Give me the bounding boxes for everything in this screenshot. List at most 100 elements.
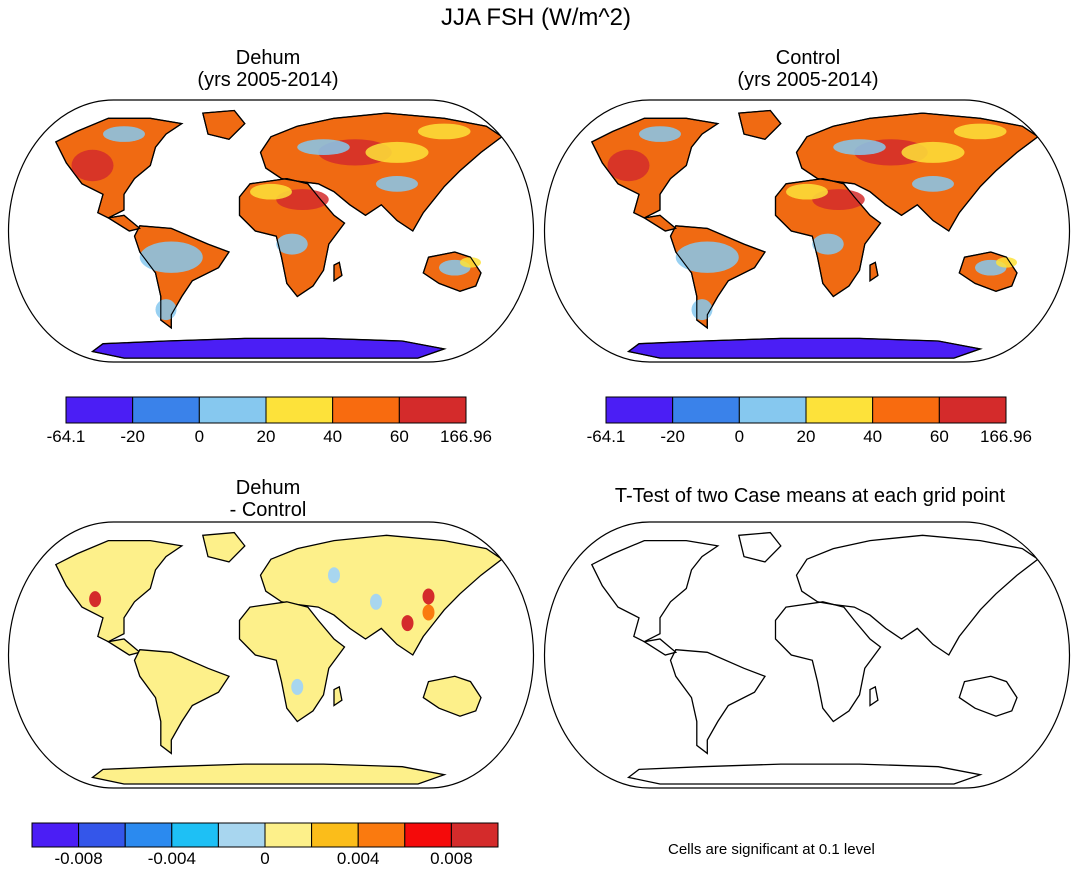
coastline-south-america — [133, 225, 230, 329]
diff-cell — [89, 591, 102, 608]
colorbar-dehum-swatches — [65, 396, 467, 424]
colorbar-swatch — [872, 396, 940, 424]
colorbar-swatch — [198, 396, 267, 424]
continent-antarctica — [90, 763, 447, 785]
map-panel-ttest — [543, 521, 1071, 789]
continent-antarctica — [626, 763, 983, 785]
colorbar-tick-label: -20 — [660, 427, 685, 446]
colorbar-swatch — [264, 822, 313, 848]
colorbar-swatch — [357, 822, 406, 848]
continent-africa — [774, 601, 882, 723]
colorbar-tick-label: 166.96 — [440, 427, 492, 446]
continent-australia — [958, 675, 1018, 717]
map-boundary — [543, 521, 1071, 789]
colorbar-swatch — [605, 396, 674, 424]
colorbar-tick-label: -0.008 — [54, 849, 103, 868]
colorbar-tick-label: 0.008 — [430, 849, 473, 868]
continent-greenland — [201, 109, 246, 141]
colorbar-swatch — [738, 396, 807, 424]
colorbar-tick-label: 20 — [796, 427, 816, 446]
diff-cell — [422, 604, 435, 621]
continent-south-america — [669, 649, 766, 755]
colorbar-swatch — [217, 822, 266, 848]
coastline-greenland — [202, 109, 246, 140]
continent-central-america — [642, 638, 678, 656]
colorbar-swatch — [265, 396, 334, 424]
panel-title-ttest: T-Test of two Case means at each grid po… — [614, 485, 1006, 507]
colorbar-tick-label: 40 — [863, 427, 883, 446]
coastline-australia — [958, 251, 1018, 292]
field-patch — [103, 126, 145, 142]
colorbar-swatch — [938, 396, 1007, 424]
colorbar-swatch — [332, 396, 400, 424]
continent-south-america — [133, 225, 230, 330]
field-patch — [812, 233, 844, 255]
field-patch — [954, 123, 1007, 140]
field-patch — [996, 257, 1017, 268]
coastline-north-america — [591, 117, 720, 219]
panel-title-dehum: Dehum (yrs 2005-2014) — [148, 47, 388, 91]
colorbar-swatch — [805, 396, 874, 424]
colorbar-swatch — [124, 822, 173, 848]
diff-cell — [401, 615, 414, 632]
diff-cell — [370, 593, 382, 610]
continent-eurasia — [795, 534, 1040, 656]
colorbar-swatch — [31, 822, 80, 848]
field-patch — [901, 141, 965, 163]
field-patch — [691, 299, 713, 321]
field-patch — [376, 175, 418, 192]
colorbar-tick-label: 0 — [734, 427, 745, 446]
coastline-australia — [422, 251, 482, 292]
continent-africa — [238, 601, 346, 723]
field-patch — [786, 183, 828, 200]
colorbar-control-swatches — [605, 396, 1007, 424]
map-boundary — [543, 99, 1071, 363]
field-patch — [297, 139, 350, 156]
field-patch — [833, 139, 886, 156]
coastline-greenland — [738, 109, 782, 140]
continent-north-america — [590, 539, 720, 643]
colorbar-swatch — [132, 396, 200, 424]
map-boundary — [7, 99, 535, 363]
field-patch — [418, 123, 471, 140]
panel-title-dehum-line1: Dehum — [235, 47, 301, 69]
colorbar-tick-label: 0 — [260, 849, 270, 868]
colorbar-tick-label: 166.96 — [980, 427, 1032, 446]
field-patch — [365, 141, 429, 163]
colorbar-tick-label: 60 — [929, 427, 949, 446]
panel-title-diff-line1: Dehum — [235, 477, 301, 499]
continent-north-america — [54, 539, 184, 643]
continent-greenland — [737, 531, 782, 563]
coastline-central-america — [106, 214, 141, 232]
field-patch — [250, 183, 292, 200]
coastline-africa — [774, 178, 882, 298]
colorbar-swatch — [404, 822, 452, 848]
continent-greenland — [737, 109, 782, 141]
map-boundary — [7, 521, 535, 789]
colorbar-diff-swatches — [31, 822, 499, 848]
panel-title-diff-line2: - Control — [229, 499, 307, 521]
colorbar-swatch — [672, 396, 740, 424]
colorbar-tick-label: 0 — [194, 427, 205, 446]
continent-south-america — [133, 649, 230, 755]
coastline-central-america — [642, 214, 677, 232]
field-patch — [276, 233, 308, 255]
significance-note: Cells are significant at 0.1 level — [668, 841, 875, 858]
map-panel-diff — [7, 521, 535, 789]
colorbar-swatch — [311, 822, 359, 848]
coastline-antarctica — [91, 337, 447, 359]
diff-cell — [328, 567, 340, 584]
field-patch — [912, 175, 954, 192]
colorbar-swatch — [65, 396, 134, 424]
coastline-madagascar — [869, 261, 879, 282]
colorbar-tick-label: -0.004 — [147, 849, 196, 868]
panel-title-control: Control (yrs 2005-2014) — [688, 47, 928, 91]
coastline-antarctica — [627, 337, 983, 359]
colorbar-swatch — [450, 822, 499, 848]
colorbar-swatch — [398, 396, 467, 424]
continent-madagascar — [333, 685, 343, 707]
coastline-madagascar — [333, 261, 343, 282]
diff-cell — [422, 588, 435, 605]
field-patch — [155, 299, 177, 321]
field-patch — [460, 257, 481, 268]
